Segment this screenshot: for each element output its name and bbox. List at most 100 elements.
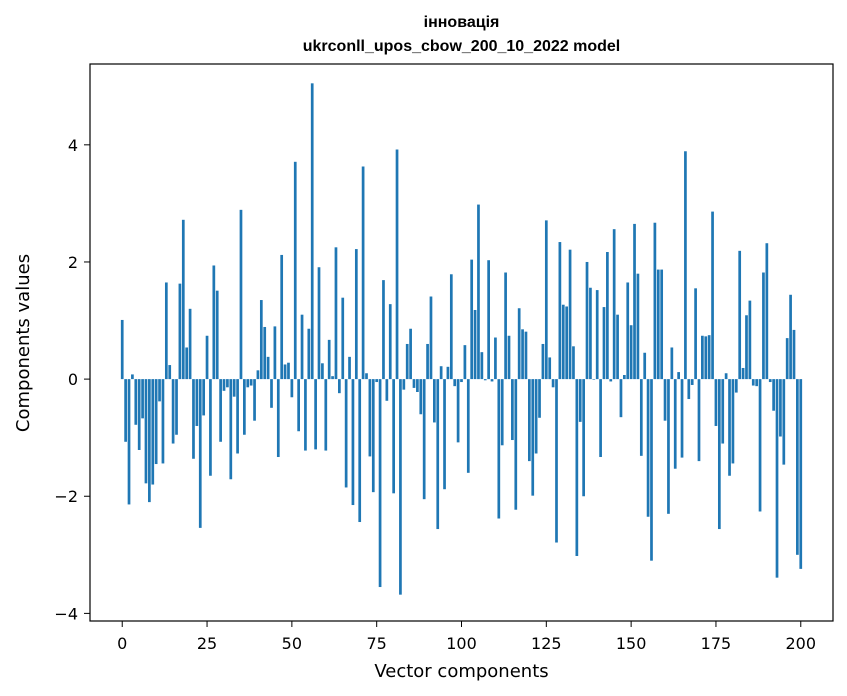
bar-35 [239,209,243,380]
bar-91 [429,296,433,380]
bar-20 [188,308,192,380]
bar-59 [321,363,324,380]
y-axis-label: Components values [13,254,34,432]
bar-108 [487,260,490,380]
bar-23 [198,379,202,528]
bar-128 [555,379,558,543]
bar-26 [209,379,212,476]
bar-165 [680,379,684,458]
bar-57 [314,379,317,450]
bar-71 [361,166,365,380]
bar-146 [616,314,619,380]
bar-148 [622,375,626,380]
bar-25 [205,335,209,380]
bar-118 [521,329,524,380]
bar-194 [779,379,782,437]
bar-130 [561,304,565,380]
x-tick-label: 75 [367,634,387,653]
bar-180 [731,379,735,464]
bar-103 [470,259,474,380]
bar-69 [354,249,358,380]
bar-78 [385,379,389,401]
bar-144 [609,379,613,382]
bar-127 [551,379,555,388]
bar-115 [511,379,514,441]
bar-95 [443,379,446,490]
bar-93 [436,379,440,530]
bar-22 [195,379,199,426]
bar-160 [663,379,667,421]
bar-41 [259,300,263,380]
bar-122 [534,379,538,454]
bar-135 [578,379,582,422]
bar-11 [158,379,161,402]
bar-161 [667,379,670,514]
bar-13 [164,282,168,380]
bar-143 [606,252,609,380]
bar-34 [236,379,239,454]
bar-3 [131,374,134,380]
bar-106 [480,352,484,380]
bar-21 [192,379,195,459]
bar-81 [395,149,399,380]
bar-134 [575,379,579,556]
x-tick-label: 50 [282,634,302,653]
bar-137 [585,261,589,380]
bar-70 [358,379,362,523]
y-tick-label: 0 [68,370,78,389]
bar-63 [334,247,338,380]
bar-29 [219,379,222,442]
bar-32 [229,379,233,480]
bar-19 [185,347,189,380]
bar-133 [572,346,575,380]
bar-129 [558,242,562,380]
bar-90 [426,343,429,380]
bar-52 [297,379,300,432]
bar-104 [473,309,477,380]
bar-186 [751,379,755,386]
bar-18 [181,219,185,380]
bar-191 [768,379,772,383]
bar-124 [541,343,545,380]
x-tick-label: 125 [531,634,562,653]
bar-75 [375,379,379,383]
bar-157 [653,222,657,380]
x-tick-label: 0 [117,634,127,653]
bar-182 [738,250,742,380]
bar-184 [745,315,748,380]
bar-16 [175,379,178,435]
bar-66 [344,379,348,488]
bar-120 [528,379,531,462]
bar-9 [151,379,155,485]
bar-111 [497,379,501,519]
bar-85 [409,328,412,380]
bar-43 [266,356,270,380]
bar-131 [565,306,569,380]
bar-110 [494,337,497,380]
bar-27 [212,265,216,380]
bar-8 [148,379,151,503]
bar-149 [626,282,630,380]
bar-126 [548,357,552,380]
bar-42 [263,326,267,380]
bar-44 [270,379,273,408]
bar-100 [460,379,463,383]
bar-7 [144,379,148,484]
bar-0 [120,319,124,380]
bar-105 [477,204,480,380]
bar-87 [416,379,419,392]
bar-141 [599,379,602,458]
x-tick-label: 150 [616,634,647,653]
bar-76 [378,379,382,588]
bar-174 [711,211,714,380]
bar-173 [707,335,711,380]
bar-200 [799,379,803,569]
bar-189 [762,272,765,380]
bar-147 [619,379,623,418]
bar-116 [514,379,518,510]
bar-2 [127,379,131,505]
bar-190 [765,243,769,380]
bar-6 [141,379,144,419]
bar-199 [796,379,799,555]
